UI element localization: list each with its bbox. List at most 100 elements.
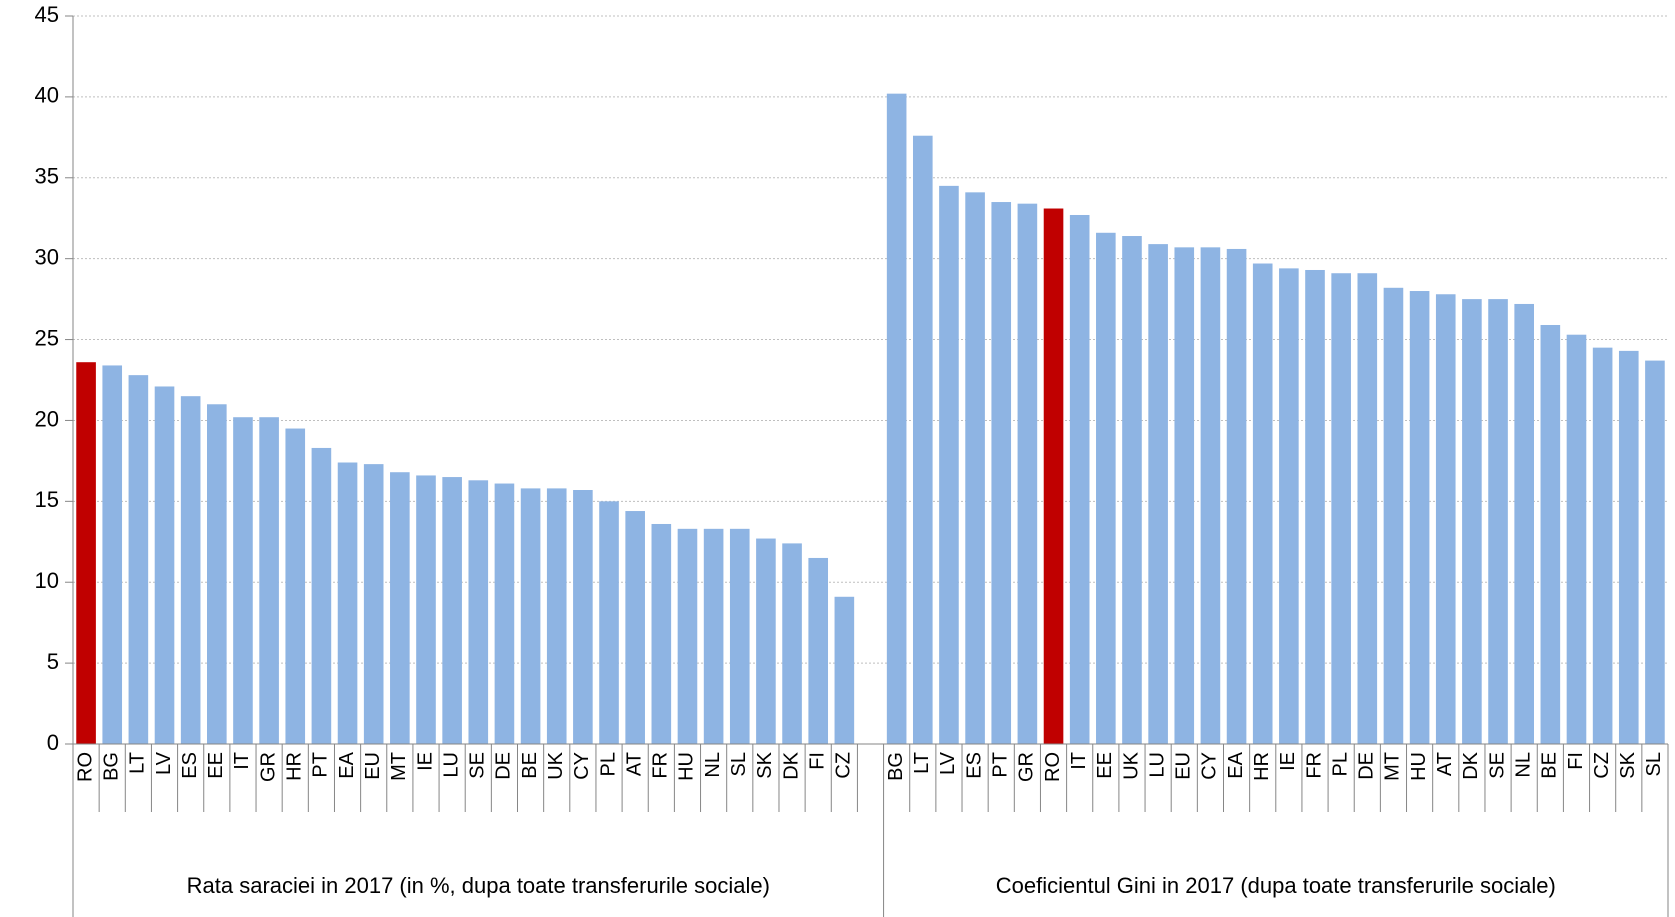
x-tick-label: SL <box>728 752 750 776</box>
bar <box>207 404 227 744</box>
x-tick-label: BE <box>1539 752 1561 779</box>
bar <box>363 464 384 744</box>
bar <box>1331 273 1351 744</box>
x-tick-label: DE <box>493 752 515 780</box>
x-tick-label: DE <box>1356 752 1378 780</box>
x-tick-label: PT <box>990 752 1012 778</box>
bar <box>468 480 489 744</box>
bar <box>1226 248 1247 744</box>
x-tick-label: RO <box>74 752 96 782</box>
bar <box>1200 247 1221 744</box>
bar <box>599 501 619 744</box>
group-label: Coeficientul Gini in 2017 (dupa toate tr… <box>996 873 1556 898</box>
x-tick-label: NL <box>1512 752 1534 778</box>
x-tick-label: SL <box>1643 752 1665 776</box>
y-tick-label: 30 <box>35 244 59 269</box>
x-tick-label: DK <box>1460 751 1482 779</box>
bar <box>1252 263 1273 744</box>
x-tick-label: PL <box>1329 752 1351 776</box>
x-tick-label: ES <box>179 752 201 779</box>
x-tick-label: EA <box>1225 751 1247 778</box>
y-tick-label: 25 <box>35 325 59 350</box>
bar <box>390 472 410 744</box>
bar <box>573 490 593 744</box>
x-tick-label: LT <box>127 752 149 774</box>
x-tick-label: EE <box>205 752 227 779</box>
bar <box>1069 214 1090 744</box>
x-tick-label: PT <box>310 752 332 778</box>
bar <box>782 543 802 744</box>
bar <box>1148 244 1168 744</box>
bar <box>1592 347 1613 744</box>
bar <box>729 528 750 744</box>
bar <box>1462 299 1482 744</box>
x-tick-label: EU <box>1173 752 1195 780</box>
bar <box>1566 334 1587 744</box>
x-tick-label: DK <box>780 751 802 779</box>
bar <box>1383 287 1404 744</box>
x-tick-label: BG <box>885 752 907 781</box>
bar <box>1096 232 1116 744</box>
x-tick-label: SK <box>754 751 776 778</box>
y-tick-label: 45 <box>35 2 59 27</box>
x-tick-label: SE <box>467 752 489 779</box>
bar <box>1540 324 1561 744</box>
bar <box>1122 236 1142 745</box>
x-tick-label: IT <box>1068 752 1090 770</box>
bar <box>756 538 776 744</box>
bar <box>1174 247 1195 744</box>
x-tick-label: PL <box>597 752 619 776</box>
x-tick-label: MT <box>388 752 410 781</box>
x-tick-label: LU <box>440 752 462 778</box>
x-tick-label: FI <box>1565 752 1587 770</box>
x-tick-label: CY <box>1199 752 1221 780</box>
x-tick-label: CZ <box>833 752 855 779</box>
bar <box>912 135 933 744</box>
x-tick-label: EE <box>1094 752 1116 779</box>
x-tick-label: GR <box>257 752 279 782</box>
x-tick-label: NL <box>702 752 724 778</box>
x-tick-label: LV <box>153 751 175 775</box>
bar <box>1305 269 1325 744</box>
x-tick-label: ES <box>963 752 985 779</box>
bar <box>939 185 959 744</box>
x-tick-label: IE <box>1277 752 1299 771</box>
x-tick-label: LT <box>911 752 933 774</box>
bar <box>1357 273 1378 744</box>
x-tick-label: HR <box>1251 752 1273 781</box>
y-tick-label: 20 <box>35 406 59 431</box>
x-tick-label: UK <box>1120 751 1142 779</box>
bar <box>991 202 1012 745</box>
bar <box>1618 350 1639 744</box>
x-tick-label: AT <box>623 752 645 776</box>
bar <box>128 375 149 744</box>
bar <box>102 365 123 744</box>
bar <box>1017 203 1038 744</box>
x-tick-label: SE <box>1486 752 1508 779</box>
bar <box>1645 360 1665 744</box>
y-tick-label: 40 <box>35 83 59 108</box>
x-tick-label: UK <box>545 751 567 779</box>
x-tick-label: HR <box>284 752 306 781</box>
y-tick-label: 5 <box>47 649 59 674</box>
bar <box>494 483 515 744</box>
x-tick-label: BG <box>101 752 123 781</box>
bar <box>337 462 358 744</box>
bar <box>1043 208 1064 744</box>
bar <box>625 511 645 744</box>
bar <box>834 596 855 744</box>
bar <box>1409 291 1430 744</box>
bar <box>546 488 567 744</box>
x-tick-label: BE <box>519 752 541 779</box>
y-tick-label: 35 <box>35 164 59 189</box>
bar <box>311 447 332 744</box>
x-tick-label: LV <box>937 751 959 775</box>
bar <box>520 488 541 744</box>
bar <box>886 93 907 745</box>
bar <box>154 386 175 744</box>
x-tick-label: HU <box>676 752 698 781</box>
bar <box>1488 299 1508 744</box>
y-tick-label: 15 <box>35 487 59 512</box>
x-tick-label: IT <box>231 752 253 770</box>
